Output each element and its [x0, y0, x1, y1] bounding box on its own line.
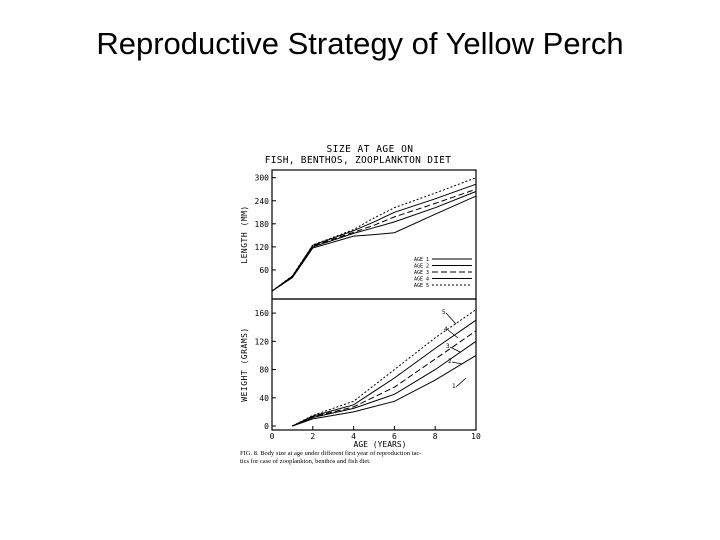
series-line [271, 188, 477, 292]
y-tick-label: 300 [255, 174, 270, 183]
annotation-arrow [449, 346, 461, 353]
y-tick-label: 0 [264, 422, 269, 431]
y-tick-label: 120 [255, 243, 270, 252]
y-tick-label: 160 [255, 309, 270, 318]
y-axis-label: WEIGHT (GRAMS) [240, 327, 249, 401]
legend-label: AGE 2 [414, 264, 429, 270]
x-axis-label: AGE (YEARS) [354, 440, 407, 449]
legend-label: AGE 4 [414, 277, 429, 283]
figure: SIZE AT AGE ON FISH, BENTHOS, ZOOPLANKTO… [230, 138, 490, 478]
legend-label: AGE 5 [414, 283, 429, 289]
legend-label: AGE 3 [414, 270, 429, 276]
y-tick-label: 80 [259, 366, 269, 375]
figure-title-line2: FISH, BENTHOS, ZOOPLANKTON DIET [265, 155, 452, 166]
series-line [271, 191, 477, 292]
slide-title: Reproductive Strategy of Yellow Perch [96, 26, 624, 61]
series-line [292, 309, 477, 427]
series-line [271, 195, 477, 292]
curve-annotation: 5 [442, 309, 446, 316]
annotation-arrow [445, 312, 457, 325]
curve-annotation: 2 [448, 358, 452, 365]
x-tick-label: 4 [351, 432, 356, 441]
y-tick-label: 120 [255, 337, 270, 346]
series-line [292, 340, 477, 427]
chart-svg: SIZE AT AGE ON FISH, BENTHOS, ZOOPLANKTO… [240, 144, 481, 449]
series-line [271, 177, 477, 292]
x-tick-label: 10 [471, 432, 481, 441]
curve-annotation: 1 [452, 383, 456, 390]
plot-frame [271, 298, 477, 431]
annotation-arrow [447, 329, 459, 339]
annotation-arrow [455, 377, 467, 388]
x-tick-label: 2 [310, 432, 315, 441]
series-line [292, 319, 477, 427]
figure-title-line1: SIZE AT AGE ON [326, 144, 413, 155]
weight-panel: 160 120 80 40 0 WEIGHT (GRAMS) 0 2 4 6 8 10 AGE (YEA… [240, 298, 481, 449]
y-tick-label: 240 [255, 197, 270, 206]
x-tick-label: 0 [270, 432, 275, 441]
series-line [292, 354, 477, 427]
y-axis-label: LENGTH (MM) [240, 205, 249, 263]
legend-label: AGE 1 [414, 257, 429, 263]
curve-annotation: 3 [446, 343, 450, 350]
x-tick-label: 6 [392, 432, 397, 441]
figure-caption: FIG. 8. Body size at age under different… [240, 450, 490, 466]
x-tick-label: 8 [433, 432, 438, 441]
y-tick-label: 60 [259, 266, 269, 275]
series-line [271, 183, 477, 292]
caption-line1: FIG. 8. Body size at age under different… [240, 450, 422, 457]
series-line [292, 330, 477, 427]
y-tick-label: 40 [259, 394, 269, 403]
annotation-arrow [451, 361, 463, 365]
caption-line2: tics for case of zooplankton, benthos an… [240, 458, 371, 465]
curve-annotation: 4 [444, 326, 448, 333]
y-tick-label: 180 [255, 220, 270, 229]
